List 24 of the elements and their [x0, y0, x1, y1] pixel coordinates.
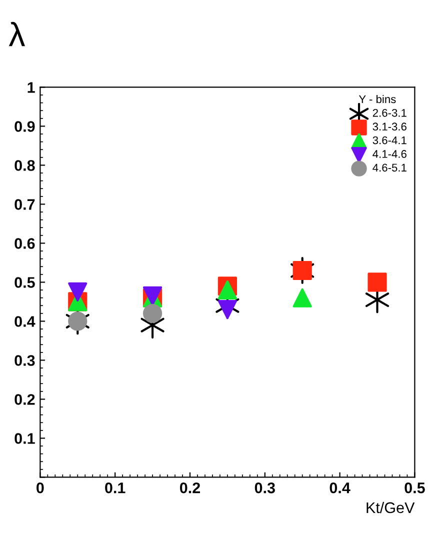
legend-label: 4.6-5.1: [372, 164, 406, 172]
x-tick-label: 0.1: [105, 482, 126, 494]
x-tick-label: 0: [36, 482, 44, 494]
x-tick-label: 0.2: [180, 482, 200, 494]
y-tick-label: 0.5: [14, 277, 35, 288]
y-tick-label: 0.1: [14, 433, 35, 444]
y-tick-label: 1: [28, 82, 35, 93]
x-axis-title: Kt/GeV: [366, 502, 415, 514]
y-tick-label: 0.9: [14, 121, 35, 132]
y-tick-label: 0.6: [14, 238, 35, 249]
x-tick-label: 0.5: [404, 482, 425, 494]
y-tick-label: 0.4: [14, 316, 36, 327]
legend-label: 3.6-4.1: [372, 136, 406, 144]
legend-label: 3.1-3.6: [372, 122, 406, 131]
legend-label: 4.1-4.6: [372, 150, 406, 158]
y-tick-label: 0.7: [14, 199, 35, 210]
legend-title: Y - bins: [358, 94, 396, 104]
y-tick-label: 0.3: [14, 355, 35, 366]
chart-title: λ: [8, 22, 26, 46]
y-tick-label: 0.8: [14, 160, 35, 171]
y-tick-label: 0.2: [14, 394, 35, 405]
x-tick-label: 0.4: [330, 482, 350, 494]
legend-label: 2.6-3.1: [372, 108, 406, 117]
x-tick-label: 0.3: [254, 482, 275, 494]
